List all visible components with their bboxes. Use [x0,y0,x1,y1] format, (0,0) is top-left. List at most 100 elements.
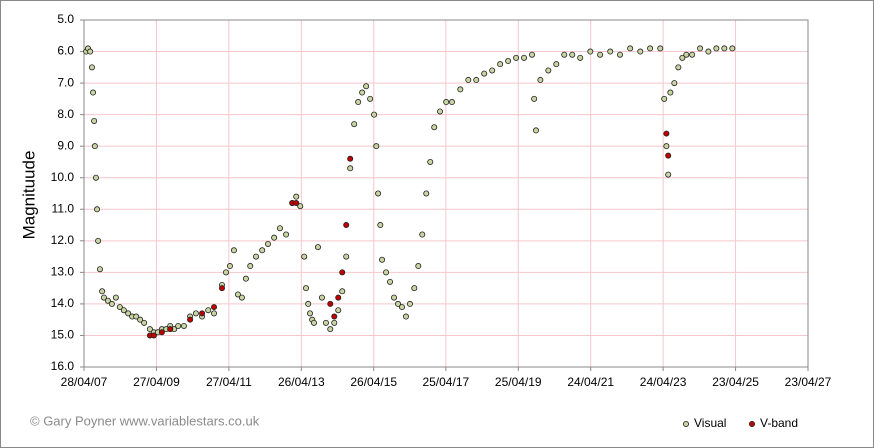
data-point [481,70,488,77]
data-point [100,294,107,301]
data-point [545,67,552,74]
data-point [675,64,682,71]
x-tick-label: 24/04/23 [640,375,687,389]
x-tick-label: 26/04/15 [350,375,397,389]
data-point [359,89,366,96]
data-point [419,231,426,238]
data-point [90,89,97,96]
data-point [513,54,520,61]
x-tick-label: 25/04/19 [495,375,542,389]
data-point [211,304,218,311]
data-point [351,121,358,128]
data-point [521,54,528,61]
data-point [537,76,544,83]
x-tick-label: 24/04/21 [567,375,614,389]
legend-marker [749,420,756,427]
data-point [88,64,95,71]
data-point [199,310,206,317]
data-point [577,54,584,61]
data-point [529,51,536,58]
y-tick-label: 16.0 [51,359,75,373]
x-tick-label: 25/04/17 [422,375,469,389]
data-point [331,313,338,320]
data-point [180,322,187,329]
data-point [133,313,140,320]
data-point [141,319,148,326]
data-point [647,45,654,52]
data-point [339,288,346,295]
data-point [94,206,101,213]
data-point [92,174,99,181]
data-point [264,240,271,247]
data-point [91,117,98,124]
data-point [597,51,604,58]
y-axis-label: Magnituude [19,151,38,240]
data-point [427,158,434,165]
data-point [192,310,199,317]
data-point [335,307,342,314]
data-point [553,61,560,68]
data-point [247,263,254,270]
data-point [158,329,165,336]
y-tick-label: 15.0 [51,328,75,342]
data-point [297,203,304,210]
data-point [218,285,225,292]
legend-label: V-band [760,416,798,430]
data-point [234,291,241,298]
data-point [363,83,370,90]
data-point [238,294,245,301]
data-point [679,54,686,61]
x-tick-label: 28/04/07 [61,375,108,389]
data-point [689,51,696,58]
data-point [276,225,283,232]
legend-label: Visual [694,416,726,430]
data-point [661,95,668,102]
data-point [91,143,98,150]
data-point [617,51,624,58]
data-point [697,45,704,52]
data-point [411,285,418,292]
data-point [721,45,728,52]
data-point [211,310,218,317]
data-point [437,108,444,115]
data-point [375,190,382,197]
data-point [373,143,380,150]
data-point [301,253,308,260]
data-point [305,300,312,307]
data-point [377,222,384,229]
data-point [253,253,260,260]
data-point [387,278,394,285]
data-point [637,48,644,55]
x-tick-label: 27/04/11 [206,375,252,389]
data-point [187,316,194,323]
data-point [307,310,314,317]
data-point [505,58,512,65]
data-point [137,316,144,323]
data-point [667,89,674,96]
data-point [533,127,540,134]
y-tick-label: 13.0 [51,265,75,279]
data-point [383,269,390,276]
data-point [663,143,670,150]
data-point [87,48,94,55]
data-point [303,285,310,292]
data-point [398,304,405,311]
legend-marker [683,420,690,427]
data-point [125,310,132,317]
data-point [327,326,334,333]
data-point [108,300,115,307]
y-tick-label: 8.0 [57,107,74,121]
data-point [327,300,334,307]
data-point [116,304,123,311]
data-point [371,111,378,118]
y-tick-label: 7.0 [57,75,74,89]
data-point [242,275,249,282]
data-point [457,86,464,93]
data-point [415,263,422,270]
plot-border [83,19,809,368]
y-tick-label: 9.0 [57,138,74,152]
data-point [713,45,720,52]
data-point [683,51,690,58]
data-point [95,237,102,244]
